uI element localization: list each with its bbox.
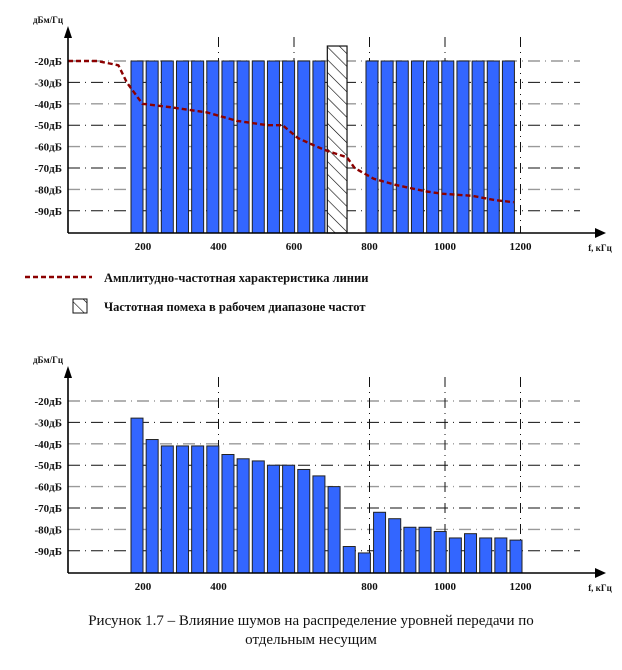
x-tick-label: 200 (135, 581, 152, 593)
interference-bar (326, 45, 348, 234)
bar (282, 464, 296, 574)
bar (479, 537, 493, 574)
x-tick-label: 400 (210, 241, 227, 253)
caption-line-2: отдельным несущим (245, 632, 377, 648)
x-tick-label: 1200 (510, 581, 533, 593)
bar (130, 417, 144, 574)
bar (433, 531, 447, 574)
x-tick-label: 800 (361, 581, 378, 593)
figure-caption: Рисунок 1.7 – Влияние шумов на распредел… (0, 612, 622, 650)
x-tick-label: 400 (210, 581, 227, 593)
legend-label-interference: Частотная помеха в рабочем диапазоне час… (104, 300, 366, 314)
bar (327, 486, 341, 574)
bar (380, 60, 394, 234)
bar (145, 439, 159, 574)
caption-line-1: Рисунок 1.7 – Влияние шумов на распредел… (88, 613, 534, 629)
bar (145, 60, 159, 234)
bar (388, 518, 402, 574)
y-tick-label: -50дБ (35, 460, 63, 472)
x-tick-label: 1000 (434, 581, 457, 593)
legend-hatched-box-icon (72, 298, 88, 314)
y-axis-arrow-icon (64, 366, 72, 378)
x-axis-label: f, кГц (588, 243, 612, 253)
bar (251, 60, 265, 234)
y-tick-label: -60дБ (35, 142, 63, 154)
bar (441, 60, 455, 234)
bar (365, 60, 379, 234)
bar (426, 60, 440, 234)
bar (509, 539, 523, 574)
bar (175, 60, 189, 234)
y-axis-label: дБм/Гц (33, 355, 64, 365)
bar (357, 552, 371, 574)
y-tick-label: -40дБ (35, 439, 63, 451)
bar (312, 475, 326, 574)
bar (160, 60, 174, 234)
y-tick-label: -50дБ (35, 120, 63, 132)
bar (266, 464, 280, 574)
bar (175, 445, 189, 574)
x-tick-label: 200 (135, 241, 152, 253)
y-axis-arrow-icon (64, 26, 72, 38)
bar (221, 454, 235, 574)
bar (448, 537, 462, 574)
bar (471, 60, 485, 234)
x-axis-label: f, кГц (588, 583, 612, 593)
y-tick-label: -30дБ (35, 77, 63, 89)
y-tick-label: -30дБ (35, 417, 63, 429)
bar (501, 60, 515, 234)
x-tick-label: 800 (361, 241, 378, 253)
y-tick-label: -60дБ (35, 482, 63, 494)
bar (494, 537, 508, 574)
bar (410, 60, 424, 234)
bar (206, 445, 220, 574)
bar (206, 60, 220, 234)
y-tick-label: -20дБ (35, 396, 63, 408)
bar (236, 60, 250, 234)
x-tick-label: 1200 (510, 241, 533, 253)
x-tick-label: 600 (286, 241, 303, 253)
y-tick-label: -70дБ (35, 503, 63, 515)
bar (464, 533, 478, 574)
legend-label-frequency-response: Амплитудно-частотная характеристика лини… (104, 271, 368, 285)
y-tick-label: -40дБ (35, 99, 63, 111)
chart-bottom: -20дБ -30дБ -40дБ -50дБ -60дБ -70дБ -80дБ -90дБ… (33, 355, 613, 593)
bar (456, 60, 470, 234)
x-tick-label: 1000 (434, 241, 457, 253)
bar (342, 546, 356, 574)
bar (130, 60, 144, 234)
frequency-response-line (68, 59, 514, 204)
bar (373, 511, 387, 574)
bar (418, 526, 432, 574)
bar (282, 60, 296, 234)
bar (236, 458, 250, 574)
bar (297, 468, 311, 574)
bar (403, 526, 417, 574)
y-tick-label: -70дБ (35, 163, 63, 175)
bar (191, 445, 205, 574)
bar (266, 60, 280, 234)
bar (251, 460, 265, 574)
y-tick-label: -20дБ (35, 56, 63, 68)
bar (160, 445, 174, 574)
y-axis-label: дБм/Гц (33, 15, 64, 25)
x-axis-arrow-icon (595, 568, 606, 578)
bar (297, 60, 311, 234)
bar (486, 60, 500, 234)
y-tick-label: -80дБ (35, 184, 63, 196)
chart-top: -20дБ -30дБ -40дБ -50дБ -60дБ -70дБ -80дБ -90дБ… (25, 15, 613, 314)
y-tick-label: -90дБ (35, 546, 63, 558)
y-tick-label: -90дБ (35, 206, 63, 218)
y-tick-label: -80дБ (35, 524, 63, 536)
bar (221, 60, 235, 234)
x-axis-arrow-icon (595, 228, 606, 238)
bar (395, 60, 409, 234)
bar (191, 60, 205, 234)
